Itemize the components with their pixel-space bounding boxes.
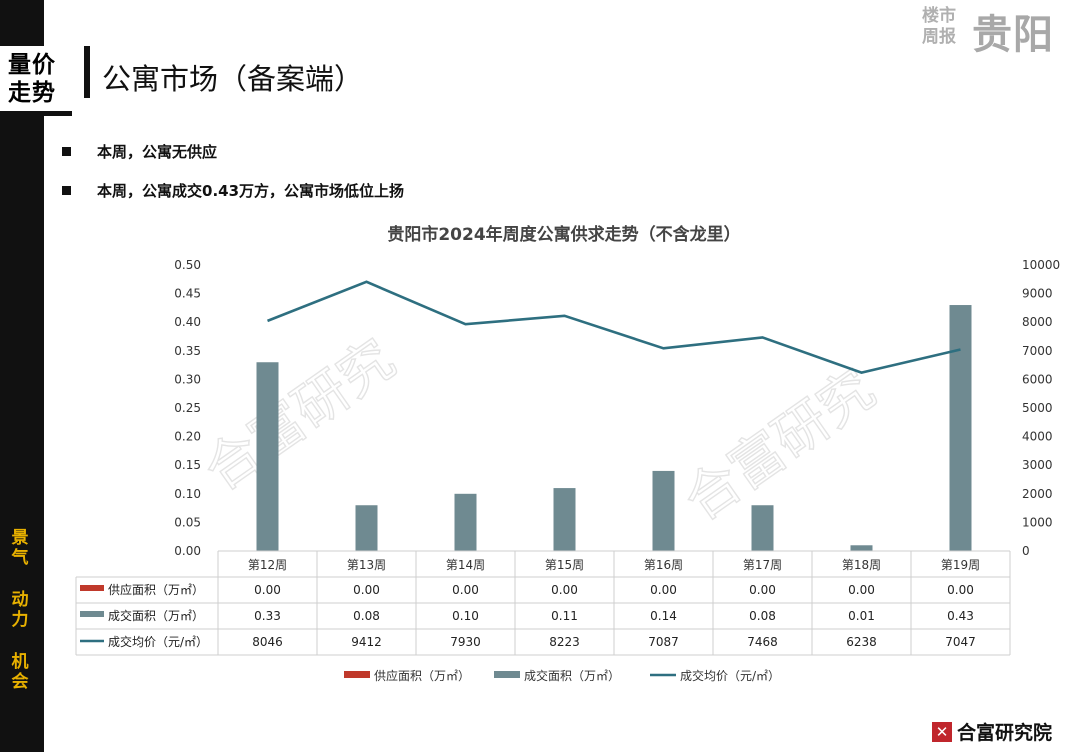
chart-title: 贵阳市2024年周度公寓供求走势（不含龙里） xyxy=(387,224,740,245)
y-left-tick-label: 0.40 xyxy=(174,315,201,329)
brand-subtitle-line2: 周报 xyxy=(922,27,956,47)
brand-subtitle: 楼市 周报 xyxy=(922,6,956,48)
left-band xyxy=(0,0,44,752)
sidebar-word-1: 景气 xyxy=(11,528,29,568)
table-cell-value: 0.00 xyxy=(848,583,875,597)
y-left-tick-label: 0.30 xyxy=(174,372,201,386)
table-cell-value: 7930 xyxy=(450,635,481,649)
y-right-tick-label: 1000 xyxy=(1022,515,1053,529)
table-cell-value: 0.43 xyxy=(947,609,974,623)
bar-transaction-area xyxy=(652,470,675,551)
table-cell-value: 0.00 xyxy=(749,583,776,597)
y-left-tick-label: 0.05 xyxy=(174,515,201,529)
watermark-text: 合富研究 xyxy=(193,327,406,502)
sidebar-word-2: 动力 xyxy=(11,590,29,630)
x-category-label: 第12周 xyxy=(248,558,287,572)
table-cell-value: 0.08 xyxy=(353,609,380,623)
table-cell-value: 0.00 xyxy=(353,583,380,597)
y-right-tick-label: 7000 xyxy=(1022,344,1053,358)
y-right-tick-label: 3000 xyxy=(1022,458,1053,472)
table-series-name: 供应面积（万㎡） xyxy=(108,582,204,597)
table-series-key xyxy=(80,585,104,591)
legend-label: 供应面积（万㎡） xyxy=(374,668,470,683)
table-cell-value: 0.00 xyxy=(947,583,974,597)
footer-logo: ✕ 合富研究院 xyxy=(932,718,1052,745)
y-left-tick-label: 0.35 xyxy=(174,344,201,358)
bullet-item: 本周，公寓无供应 xyxy=(62,141,217,162)
title-divider xyxy=(84,46,90,98)
bar-transaction-area xyxy=(850,545,873,551)
y-left-tick-label: 0.50 xyxy=(174,258,201,272)
y-right-tick-label: 6000 xyxy=(1022,372,1053,386)
table-cell-value: 0.00 xyxy=(254,583,281,597)
y-left-tick-label: 0.00 xyxy=(174,544,201,558)
y-right-tick-label: 0 xyxy=(1022,544,1030,558)
section-tag-line1: 量价 xyxy=(8,51,56,78)
bar-transaction-area xyxy=(949,305,972,551)
bar-transaction-area xyxy=(355,505,378,551)
table-cell-value: 0.00 xyxy=(650,583,677,597)
y-right-tick-label: 2000 xyxy=(1022,487,1053,501)
bullet-square-icon xyxy=(62,186,71,195)
table-cell-value: 0.33 xyxy=(254,609,281,623)
bullet-square-icon xyxy=(62,147,71,156)
bullet-item: 本周，公寓成交0.43万方，公寓市场低位上扬 xyxy=(62,180,404,201)
x-category-label: 第14周 xyxy=(446,558,485,572)
x-category-label: 第13周 xyxy=(347,558,386,572)
table-cell-value: 0.14 xyxy=(650,609,677,623)
bar-transaction-area xyxy=(553,488,576,551)
brand-subtitle-line1: 楼市 xyxy=(922,6,956,26)
table-cell-value: 7047 xyxy=(945,635,976,649)
bullet-text: 本周，公寓无供应 xyxy=(97,143,218,161)
y-right-tick-label: 9000 xyxy=(1022,287,1053,301)
x-category-label: 第15周 xyxy=(545,558,584,572)
legend-key xyxy=(494,671,520,678)
table-cell-value: 0.00 xyxy=(551,583,578,597)
footer-logo-text: 合富研究院 xyxy=(957,722,1053,744)
watermark-text: 合富研究 xyxy=(673,357,886,532)
table-cell-value: 7468 xyxy=(747,635,778,649)
bullet-text: 本周，公寓成交0.43万方，公寓市场低位上扬 xyxy=(97,182,405,200)
table-cell-value: 0.01 xyxy=(848,609,875,623)
x-category-label: 第16周 xyxy=(644,558,683,572)
x-category-label: 第18周 xyxy=(842,558,881,572)
table-cell-value: 0.11 xyxy=(551,609,578,623)
y-left-tick-label: 0.25 xyxy=(174,401,201,415)
table-cell-value: 6238 xyxy=(846,635,877,649)
section-tag: 量价 走势 xyxy=(0,46,72,116)
line-avg-price xyxy=(267,280,961,374)
section-tag-line2: 走势 xyxy=(8,79,56,106)
table-cell-value: 8223 xyxy=(549,635,580,649)
y-right-tick-label: 8000 xyxy=(1022,315,1053,329)
y-left-tick-label: 0.10 xyxy=(174,487,201,501)
bar-transaction-area xyxy=(256,362,279,551)
y-left-tick-label: 0.45 xyxy=(174,287,201,301)
table-series-name: 成交均价（元/㎡） xyxy=(108,634,208,649)
table-cell-value: 9412 xyxy=(351,635,382,649)
legend-label: 成交面积（万㎡） xyxy=(524,668,620,683)
brand-city: 贵阳 xyxy=(972,12,1054,58)
legend-label: 成交均价（元/㎡） xyxy=(680,668,780,683)
table-cell-value: 0.00 xyxy=(452,583,479,597)
table-series-key xyxy=(80,611,104,617)
y-right-tick-label: 5000 xyxy=(1022,401,1053,415)
page-title: 公寓市场（备案端） xyxy=(102,62,364,96)
brand-logo-icon: ✕ xyxy=(932,721,952,742)
y-left-tick-label: 0.15 xyxy=(174,458,201,472)
x-category-label: 第17周 xyxy=(743,558,782,572)
table-cell-value: 8046 xyxy=(252,635,283,649)
table-cell-value: 0.08 xyxy=(749,609,776,623)
y-left-tick-label: 0.20 xyxy=(174,430,201,444)
table-cell-value: 7087 xyxy=(648,635,679,649)
bar-transaction-area xyxy=(751,505,774,551)
table-cell-value: 0.10 xyxy=(452,609,479,623)
legend-key xyxy=(344,671,370,678)
table-series-name: 成交面积（万㎡） xyxy=(108,608,204,623)
bar-transaction-area xyxy=(454,493,477,551)
x-category-label: 第19周 xyxy=(941,558,980,572)
sidebar-word-3: 机会 xyxy=(11,652,29,692)
y-right-tick-label: 4000 xyxy=(1022,430,1053,444)
y-right-tick-label: 10000 xyxy=(1022,258,1060,272)
